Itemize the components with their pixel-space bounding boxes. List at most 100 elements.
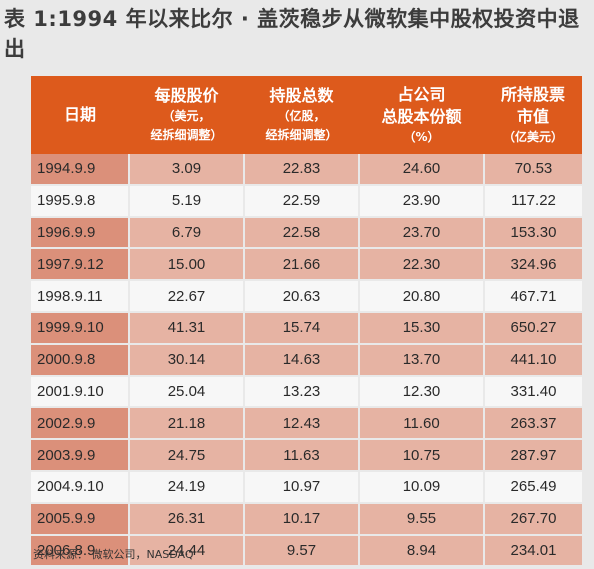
- value-cell: 117.22: [483, 184, 582, 218]
- percent-cell: 10.09: [358, 470, 484, 504]
- header-percent-unit: （%）: [403, 129, 440, 144]
- percent-cell: 12.30: [358, 375, 484, 409]
- percent-cell: 9.55: [358, 502, 484, 536]
- percent-cell: 22.30: [358, 248, 484, 282]
- table-row: 2000.9.8 30.14 14.63 13.70 441.10: [31, 343, 582, 377]
- table-header: 日期 每股股价 （美元， 经拆细调整） 持股总数 （亿股， 经拆细调整） 占公司…: [31, 76, 582, 154]
- date-cell: 1996.9.9: [31, 216, 129, 250]
- value-cell: 263.37: [483, 407, 582, 441]
- header-value-label-2: 市值: [516, 106, 549, 126]
- shares-cell: 22.59: [243, 184, 359, 218]
- value-cell: 265.49: [483, 470, 582, 504]
- shares-cell: 20.63: [243, 280, 359, 313]
- shares-cell: 14.63: [243, 343, 359, 377]
- value-cell: 467.71: [483, 280, 582, 313]
- shares-cell: 22.83: [243, 154, 359, 186]
- header-price: 每股股价 （美元， 经拆细调整）: [129, 76, 244, 154]
- price-cell: 24.75: [128, 439, 244, 472]
- price-cell: 25.04: [128, 375, 244, 409]
- price-cell: 24.44: [128, 534, 244, 568]
- table-row: 1996.9.9 6.79 22.58 23.70 153.30: [31, 216, 582, 250]
- value-cell: 153.30: [483, 216, 582, 250]
- shares-cell: 11.63: [243, 439, 359, 472]
- shares-cell: 15.74: [243, 311, 359, 345]
- table-row: 1999.9.10 41.31 15.74 15.30 650.27: [31, 311, 582, 345]
- date-cell: 1994.9.9: [31, 154, 129, 186]
- date-cell: 1998.9.11: [31, 280, 129, 313]
- header-date: 日期: [31, 76, 129, 154]
- shares-cell: 10.97: [243, 470, 359, 504]
- price-cell: 26.31: [128, 502, 244, 536]
- percent-cell: 10.75: [358, 439, 484, 472]
- table-row: 2001.9.10 25.04 13.23 12.30 331.40: [31, 375, 582, 409]
- shares-cell: 12.43: [243, 407, 359, 441]
- percent-cell: 23.70: [358, 216, 484, 250]
- date-cell: 1997.9.12: [31, 248, 129, 282]
- value-cell: 441.10: [483, 343, 582, 377]
- shares-cell: 13.23: [243, 375, 359, 409]
- percent-cell: 15.30: [358, 311, 484, 345]
- header-percent-label: 占公司: [397, 84, 446, 104]
- source-note: 资料来源： 微软公司，NASDAQ: [33, 548, 194, 561]
- date-cell: 2001.9.10: [31, 375, 129, 409]
- price-cell: 30.14: [128, 343, 244, 377]
- price-cell: 5.19: [128, 184, 244, 218]
- date-cell: 1995.9.8: [31, 184, 129, 218]
- shares-cell: 22.58: [243, 216, 359, 250]
- header-price-unit: （美元，: [162, 109, 211, 123]
- table-row: 1995.9.8 5.19 22.59 23.90 117.22: [31, 184, 582, 218]
- table-row: 1997.9.12 15.00 21.66 22.30 324.96: [31, 248, 582, 282]
- date-cell: 2000.9.8: [31, 343, 129, 377]
- percent-cell: 11.60: [358, 407, 484, 441]
- stock-table: 日期 每股股价 （美元， 经拆细调整） 持股总数 （亿股， 经拆细调整） 占公司…: [31, 76, 582, 568]
- header-shares-unit: （亿股，: [277, 109, 326, 123]
- header-row: 日期 每股股价 （美元， 经拆细调整） 持股总数 （亿股， 经拆细调整） 占公司…: [31, 76, 582, 154]
- value-cell: 324.96: [483, 248, 582, 282]
- date-cell: 2002.9.9: [31, 407, 129, 441]
- value-cell: 650.27: [483, 311, 582, 345]
- percent-cell: 24.60: [358, 154, 484, 186]
- price-cell: 41.31: [128, 311, 244, 345]
- header-shares-label: 持股总数: [269, 86, 334, 105]
- date-cell: 2004.9.10: [31, 470, 129, 504]
- table-row: 2005.9.9 26.31 10.17 9.55 267.70: [31, 502, 582, 536]
- value-cell: 287.97: [483, 439, 582, 472]
- header-value-unit: （亿美元）: [502, 129, 563, 144]
- table-row: 2004.9.10 24.19 10.97 10.09 265.49: [31, 470, 582, 504]
- table-title: 表 1:1994 年以来比尔 · 盖茨稳步从微软集中股权投资中退出: [4, 7, 580, 61]
- table-row: 1994.9.9 3.09 22.83 24.60 70.53: [31, 154, 582, 186]
- date-cell: 2005.9.9: [31, 502, 129, 536]
- header-price-label: 每股股价: [154, 86, 219, 105]
- percent-cell: 8.94: [358, 534, 484, 568]
- percent-cell: 23.90: [358, 184, 484, 218]
- table-body: 1994.9.9 3.09 22.83 24.60 70.53 1995.9.8 5.19 2…: [31, 154, 582, 568]
- header-shares: 持股总数 （亿股， 经拆细调整）: [244, 76, 359, 154]
- price-cell: 15.00: [128, 248, 244, 282]
- value-cell: 234.01: [483, 534, 582, 568]
- header-value: 所持股票 市值 （亿美元）: [484, 76, 582, 154]
- table-row: 2003.9.9 24.75 11.63 10.75 287.97: [31, 439, 582, 472]
- header-date-label: 日期: [63, 105, 96, 124]
- date-cell: 2003.9.9: [31, 439, 129, 472]
- value-cell: 331.40: [483, 375, 582, 409]
- date-cell: 1999.9.10: [31, 311, 129, 345]
- table-row: 2002.9.9 21.18 12.43 11.60 263.37: [31, 407, 582, 441]
- header-price-note: 经拆细调整）: [150, 128, 223, 142]
- header-shares-note: 经拆细调整）: [265, 128, 338, 142]
- shares-cell: 9.57: [243, 534, 359, 568]
- price-cell: 21.18: [128, 407, 244, 441]
- percent-cell: 13.70: [358, 343, 484, 377]
- shares-cell: 10.17: [243, 502, 359, 536]
- price-cell: 22.67: [128, 280, 244, 313]
- price-cell: 6.79: [128, 216, 244, 250]
- table-row: 1998.9.11 22.67 20.63 20.80 467.71: [31, 280, 582, 313]
- price-cell: 24.19: [128, 470, 244, 504]
- date-cell: 2006.8.9: [31, 534, 129, 568]
- shares-cell: 21.66: [243, 248, 359, 282]
- header-value-label: 所持股票: [500, 84, 565, 104]
- percent-cell: 20.80: [358, 280, 484, 313]
- price-cell: 3.09: [128, 154, 244, 186]
- header-percent-label-2: 总股本份额: [381, 106, 462, 126]
- value-cell: 267.70: [483, 502, 582, 536]
- value-cell: 70.53: [483, 154, 582, 186]
